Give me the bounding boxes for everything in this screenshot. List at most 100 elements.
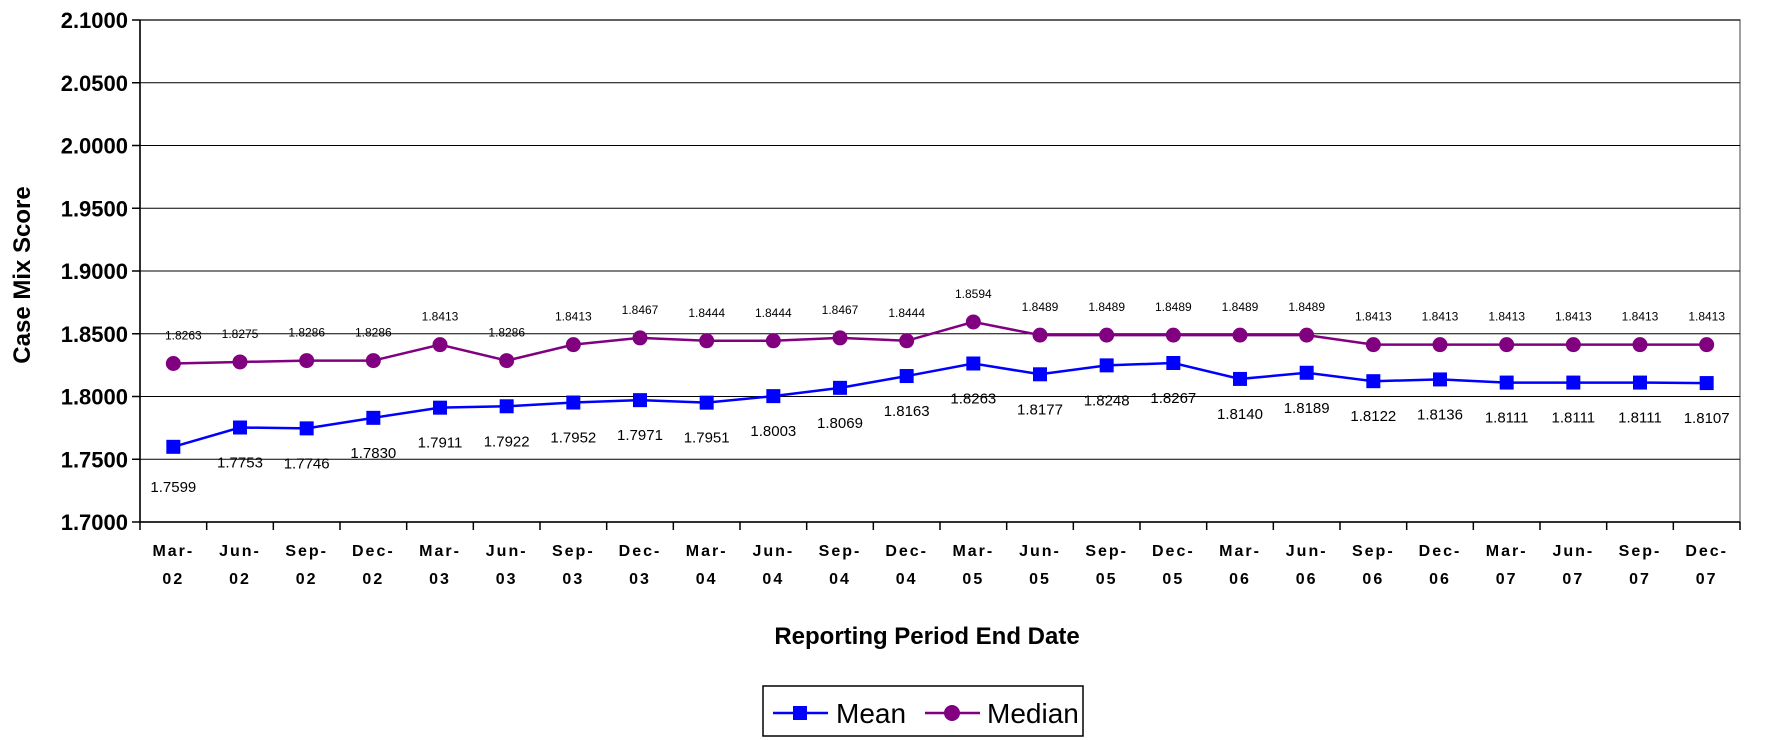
mean-point — [899, 369, 914, 384]
x-tick-label: Dec-06 — [1419, 543, 1462, 588]
x-tick-label: Mar-04 — [686, 543, 728, 588]
series-line-mean — [172, 361, 1707, 449]
x-tick-label: Dec-07 — [1685, 543, 1728, 588]
mean-point — [1566, 375, 1581, 390]
x-tick-label: Sep-02 — [285, 543, 328, 588]
x-tick-label: Sep-07 — [1619, 543, 1662, 588]
median-point — [365, 353, 381, 369]
mean-point — [966, 356, 981, 371]
mean-data-label: 1.8107 — [1684, 410, 1730, 427]
mean-data-label: 1.8189 — [1284, 400, 1330, 417]
y-axis-title: Case Mix Score — [9, 186, 36, 363]
mean-point — [1233, 371, 1247, 386]
y-tick-label: 1.9000 — [61, 259, 128, 284]
mean-data-label: 1.8122 — [1350, 408, 1396, 425]
mean-data-label: 1.8248 — [1084, 392, 1130, 409]
mean-data-label: 1.7952 — [550, 430, 596, 447]
legend-mean-label: Mean — [836, 698, 906, 729]
median-point — [1032, 327, 1048, 343]
x-tick-label: Jun-05 — [1019, 543, 1061, 588]
median-point — [1432, 337, 1448, 353]
median-data-label: 1.8413 — [1688, 310, 1725, 324]
median-point — [1632, 337, 1648, 353]
x-tick-label: Sep-05 — [1085, 543, 1128, 588]
mean-data-label: 1.8069 — [817, 415, 863, 432]
median-point — [1165, 327, 1181, 343]
median-data-label: 1.8286 — [355, 326, 392, 340]
x-tick-label: Dec-05 — [1152, 543, 1195, 588]
x-tick-label: Dec-03 — [619, 543, 662, 588]
median-point — [965, 314, 981, 330]
mean-data-label: 1.8177 — [1017, 401, 1063, 418]
mean-data-label: 1.7971 — [617, 427, 663, 444]
median-point — [232, 354, 248, 370]
x-tick-label: Jun-02 — [219, 543, 261, 588]
mean-point — [1433, 372, 1447, 387]
x-tick-label: Mar-07 — [1486, 543, 1528, 588]
median-point — [1299, 327, 1315, 343]
x-tick-label: Jun-06 — [1286, 543, 1328, 588]
y-tick-label: 1.7000 — [61, 510, 128, 535]
median-data-label: 1.8263 — [165, 328, 202, 342]
median-point — [1565, 337, 1581, 353]
mean-point — [566, 395, 581, 410]
median-data-label: 1.8467 — [822, 303, 859, 317]
x-tick-label: Mar-02 — [152, 543, 194, 588]
x-tick-label: Jun-04 — [752, 543, 794, 588]
mean-data-label: 1.8111 — [1485, 410, 1529, 427]
series-line-median — [173, 320, 1707, 365]
median-data-label: 1.8489 — [1288, 300, 1325, 314]
median-point — [432, 337, 448, 353]
median-data-label: 1.8413 — [1555, 310, 1592, 324]
median-point — [499, 353, 515, 369]
mean-data-label: 1.7951 — [684, 430, 730, 447]
x-tick-label: Jun-03 — [486, 543, 528, 588]
median-data-label: 1.8413 — [1488, 310, 1525, 324]
mean-data-label: 1.7599 — [150, 479, 196, 496]
median-data-label: 1.8444 — [755, 306, 792, 320]
median-point — [765, 333, 781, 349]
mean-data-label: 1.7911 — [418, 435, 463, 452]
y-tick-label: 2.0500 — [61, 71, 128, 96]
mean-data-label: 1.8003 — [750, 423, 796, 440]
median-point — [699, 333, 715, 349]
y-tick-label: 1.8000 — [61, 385, 128, 410]
median-point — [1099, 327, 1115, 343]
median-point — [632, 330, 648, 346]
median-point — [1365, 337, 1381, 353]
median-point — [1699, 337, 1715, 353]
x-tick-label: Mar-03 — [419, 543, 461, 588]
legend-median-marker — [944, 705, 960, 721]
median-data-label: 1.8413 — [1622, 310, 1659, 324]
mean-data-label: 1.7746 — [284, 455, 330, 472]
mean-data-label: 1.8163 — [884, 403, 930, 420]
median-data-label: 1.8489 — [1022, 300, 1059, 314]
mean-data-label: 1.7753 — [217, 454, 263, 471]
median-data-label: 1.8444 — [888, 306, 925, 320]
x-tick-label: Dec-02 — [352, 543, 395, 588]
mean-data-label: 1.7830 — [350, 445, 396, 462]
median-data-label: 1.8489 — [1088, 300, 1125, 314]
legend-mean-marker — [793, 706, 807, 720]
mean-data-label: 1.8136 — [1417, 406, 1463, 423]
median-point — [565, 337, 581, 353]
median-data-label: 1.8275 — [222, 327, 259, 341]
mean-point — [166, 439, 181, 454]
mean-point — [1099, 358, 1114, 373]
mean-point — [233, 420, 247, 435]
y-tick-label: 2.0000 — [61, 134, 128, 159]
y-tick-label: 1.7500 — [61, 447, 128, 472]
median-data-label: 1.8489 — [1222, 300, 1259, 314]
mean-point — [299, 421, 314, 436]
mean-data-label: 1.8263 — [950, 390, 996, 407]
mean-point — [1033, 367, 1047, 382]
mean-point — [1299, 365, 1314, 380]
x-tick-label: Dec-04 — [885, 543, 928, 588]
median-data-label: 1.8286 — [488, 326, 525, 340]
median-point — [299, 353, 315, 369]
mean-data-label: 1.8111 — [1552, 410, 1596, 427]
x-tick-label: Mar-06 — [1219, 543, 1261, 588]
median-point — [832, 330, 848, 346]
y-tick-label: 2.1000 — [61, 8, 128, 33]
